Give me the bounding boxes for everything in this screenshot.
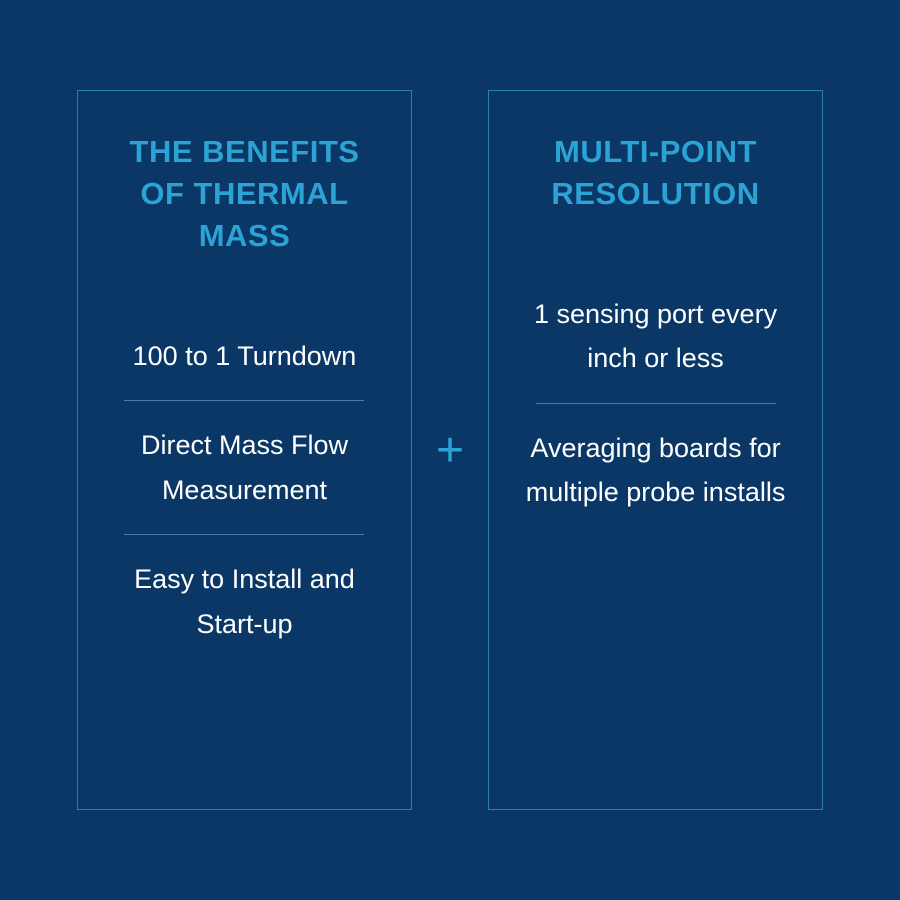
right-panel-items: 1 sensing port every inch or less Averag… [524,270,787,537]
right-panel: MULTI-POINT RESOLUTION 1 sensing port ev… [488,90,823,810]
list-item: Averaging boards for multiple probe inst… [524,404,787,537]
list-item: Direct Mass Flow Measurement [113,401,376,534]
list-item: Easy to Install and Start-up [113,535,376,668]
list-item: 100 to 1 Turndown [133,312,357,401]
infographic-container: THE BENEFITS OF THERMAL MASS 100 to 1 Tu… [0,90,900,810]
left-panel-title: THE BENEFITS OF THERMAL MASS [113,131,376,257]
list-item: 1 sensing port every inch or less [524,270,787,403]
right-panel-title: MULTI-POINT RESOLUTION [524,131,787,215]
left-panel: THE BENEFITS OF THERMAL MASS 100 to 1 Tu… [77,90,412,810]
plus-icon: + [436,423,464,478]
left-panel-items: 100 to 1 Turndown Direct Mass Flow Measu… [113,312,376,669]
